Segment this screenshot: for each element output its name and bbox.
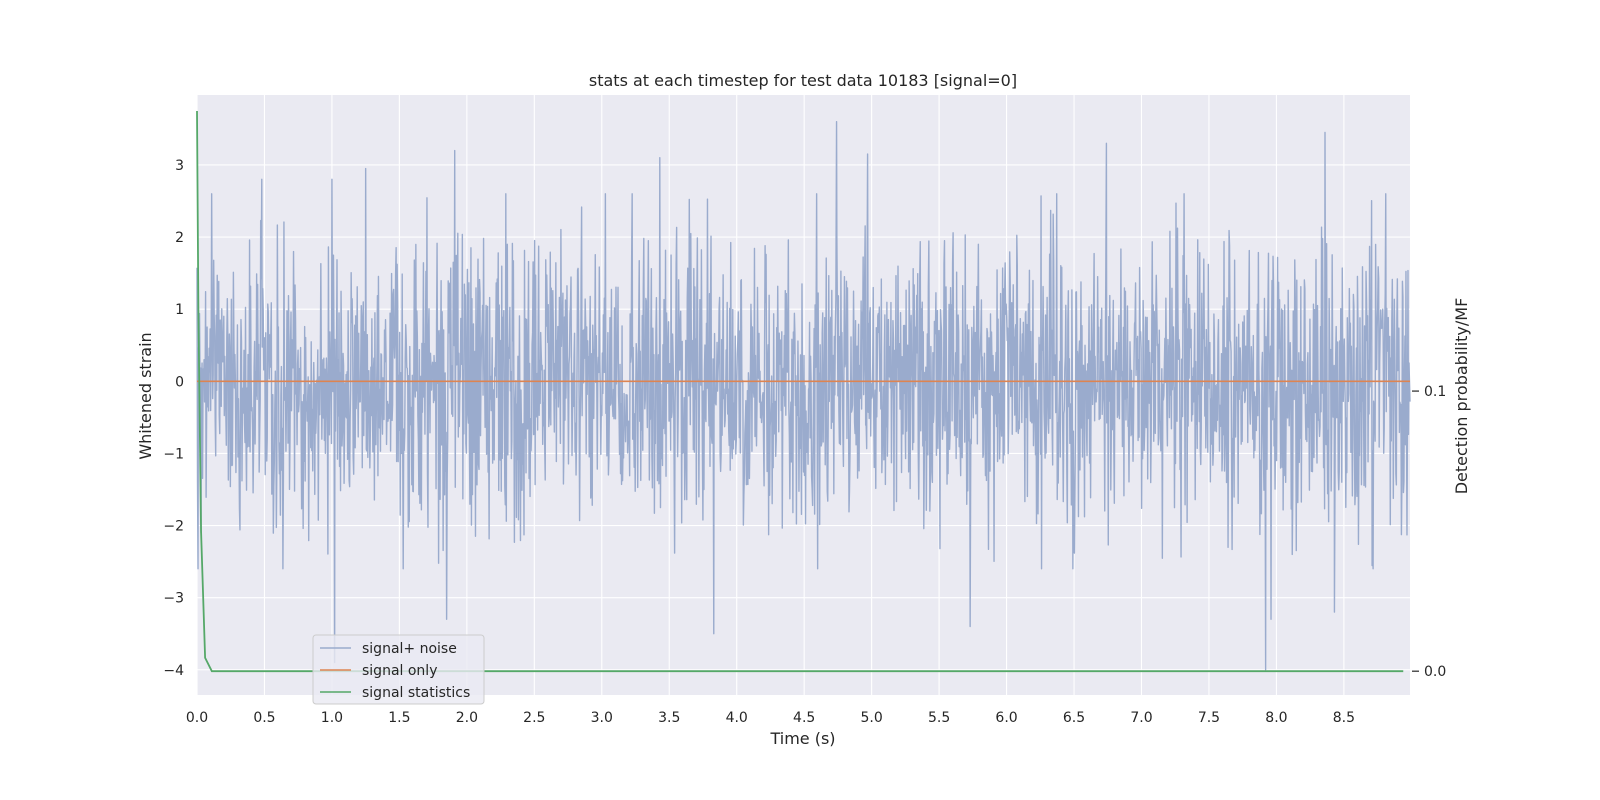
y-tick-label: 0 [175, 374, 184, 390]
y-tick-label: −2 [163, 519, 184, 535]
x-tick-label: 8.5 [1333, 710, 1355, 726]
y2-axis-label: Detection probability/MF [1452, 298, 1471, 495]
x-tick-label: 4.0 [726, 710, 748, 726]
legend-box [312, 634, 485, 705]
chart-title: stats at each timestep for test data 101… [589, 71, 1017, 90]
x-tick-label: 7.5 [1198, 710, 1220, 726]
x-tick-label: 2.5 [523, 710, 545, 726]
x-tick-label: 8.0 [1265, 710, 1287, 726]
y-axis-label: Whitened strain [136, 332, 155, 459]
x-axis-label: Time (s) [769, 729, 835, 748]
x-tick-label: 7.0 [1130, 710, 1152, 726]
y-tick-label: −1 [163, 446, 184, 462]
y-tick-label: −4 [163, 663, 184, 679]
y-tick-label: −3 [163, 591, 184, 607]
y2-axis-ticks: 0.0 0.1 [1412, 384, 1446, 680]
x-tick-label: 5.5 [928, 710, 950, 726]
x-tick-label: 0.0 [186, 710, 208, 726]
x-tick-label: 3.5 [658, 710, 680, 726]
x-tick-label: 6.0 [995, 710, 1017, 726]
x-tick-label: 1.5 [388, 710, 410, 726]
x-tick-label: 0.5 [253, 710, 275, 726]
x-tick-label: 4.5 [793, 710, 815, 726]
legend-label-signal-noise: signal+ noise [362, 641, 457, 657]
x-tick-label: 5.0 [861, 710, 883, 726]
y-tick-label: 1 [175, 302, 184, 318]
x-tick-label: 2.0 [456, 710, 478, 726]
series-line-signal-noise [196, 120, 1411, 671]
x-tick-label: 3.0 [591, 710, 613, 726]
y-axis-ticks: −4 −3 −2 −1 0 1 2 3 [163, 158, 184, 679]
y-tick-label: 3 [175, 158, 184, 174]
y2-tick-label: 0.0 [1424, 664, 1446, 680]
legend: signal+ noise signal only signal statist… [312, 634, 485, 705]
x-axis-ticks: 0.0 0.5 1.0 1.5 2.0 2.5 3.0 3.5 4.0 4.5 5.0 5.5 6.0 6… [186, 710, 1355, 726]
legend-label-signal-only: signal only [362, 663, 437, 679]
x-tick-label: 6.5 [1063, 710, 1085, 726]
x-tick-label: 1.0 [321, 710, 343, 726]
legend-label-signal-statistics: signal statistics [362, 685, 470, 701]
y2-tick-label: 0.1 [1424, 384, 1446, 400]
y-tick-label: 2 [175, 230, 184, 246]
